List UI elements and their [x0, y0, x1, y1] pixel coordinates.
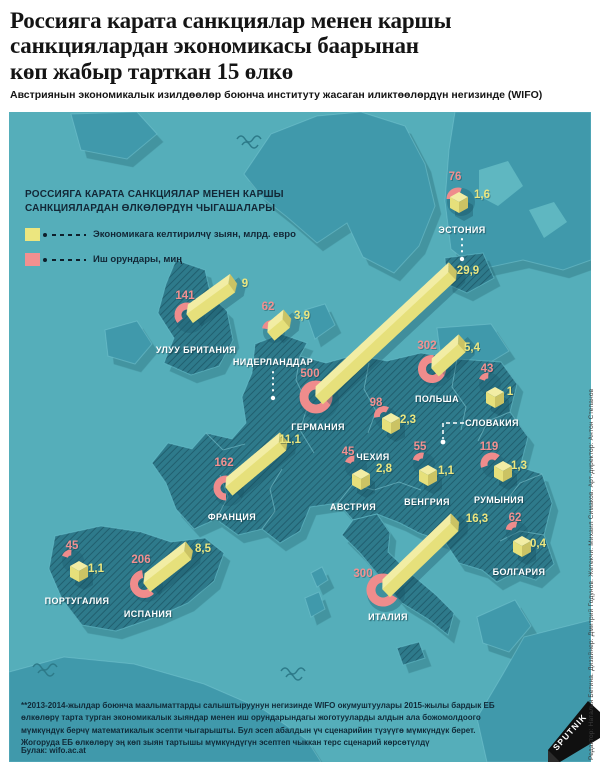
title-line-2: санкциялардан экономикасы баарынан: [10, 33, 419, 59]
germany-damage-bar: [315, 262, 457, 405]
spain-label: ИСПАНИЯ: [123, 609, 173, 619]
germany-jobs-value: 500: [300, 368, 320, 380]
czechia-label: ЧЕХИЯ: [356, 452, 390, 462]
germany-label: ГЕРМАНИЯ: [291, 422, 345, 432]
france-jobs-value: 162: [214, 457, 234, 469]
wave-decoration: [32, 135, 306, 681]
slovakia-damage-cube: [486, 387, 504, 408]
portugal-damage-cube: [70, 561, 88, 582]
legend-dot: [43, 257, 47, 262]
poland-damage-value: 5,4: [464, 342, 480, 354]
title-line-1: Россияга карата санкциялар менен каршы: [10, 8, 452, 33]
bulgaria-jobs-arc: [505, 521, 525, 541]
italy-damage-value: 16,3: [465, 513, 489, 525]
poland-label: ПОЛЬША: [415, 394, 459, 404]
portugal-label: ПОРТУГАЛИЯ: [44, 596, 110, 606]
land-lakes-highlight: [479, 161, 567, 238]
france-jobs-arc: [213, 475, 239, 501]
legend-dashes: [52, 258, 86, 261]
poland-jobs-value: 302: [417, 340, 437, 352]
austria-jobs-value: 45: [341, 446, 355, 458]
spain-damage-bar: [143, 541, 193, 592]
france-label: ФРАНЦИЯ: [207, 512, 257, 522]
estonia-label: ЭСТОНИЯ: [438, 225, 486, 235]
hungary-jobs-arc: [412, 452, 432, 472]
italy-damage-bar: [382, 513, 460, 598]
italy-label: ИТАЛИЯ: [368, 612, 408, 622]
bulgaria-damage-value: 0,4: [530, 538, 546, 550]
spain-damage-value: 8,5: [195, 543, 211, 555]
credits-text: Редактор: Наталья Бетина. Дизайнер: Дмит…: [588, 388, 595, 760]
slovakia-jobs-value: 43: [480, 363, 494, 375]
germany-damage-value: 29,9: [456, 265, 480, 277]
romania-label: РУМЫНИЯ: [473, 495, 525, 505]
uk-label: УЛУУ БРИТАНИЯ: [155, 345, 237, 355]
sputnik-logo-ribbon: SPUTNIK: [548, 701, 600, 762]
italy-jobs-value: 300: [353, 568, 373, 580]
estonia-damage-cube: [450, 192, 468, 213]
uk-jobs-value: 141: [175, 290, 195, 302]
footnote: **2013-2014-жылдар боюнча маалыматтарды …: [21, 701, 495, 748]
map-legend: РОССИЯГА КАРАТА САНКЦИЯЛАР МЕНЕН КАРШЫ С…: [25, 188, 296, 266]
france-damage-value: 11,1: [279, 434, 301, 446]
france-damage-bar: [225, 432, 288, 496]
legend-dashes: [52, 233, 86, 236]
netherlands-damage-bar: [267, 309, 292, 341]
source-label: Булак: wifo.ac.at: [21, 746, 86, 755]
netherlands-label: НИДЕРЛАНДДАР: [232, 357, 314, 367]
hungary-damage-value: 1,1: [438, 465, 454, 477]
label-pointers: [270, 238, 465, 445]
austria-damage-cube: [352, 469, 370, 490]
damage-swatch: [25, 228, 40, 241]
romania-jobs-arc: [480, 452, 504, 476]
uk-damage-bar: [186, 273, 238, 324]
czechia-damage-cube: [382, 413, 400, 434]
czechia-jobs-arc: [373, 406, 394, 426]
czechia-jobs-value: 98: [369, 397, 383, 409]
legend-item-jobs: Иш орундары, миң: [25, 253, 285, 266]
jobs-swatch: [25, 253, 40, 266]
legend-dot: [43, 232, 47, 237]
portugal-jobs-arc: [61, 549, 81, 569]
legend-item-damage: Экономикага келтирилчү зыян, млрд. евро: [25, 228, 296, 241]
estonia-damage-value: 1,6: [474, 189, 490, 201]
slovakia-label: СЛОВАКИЯ: [465, 418, 519, 428]
netherlands-jobs-value: 62: [261, 301, 275, 313]
bulgaria-jobs-value: 62: [508, 512, 522, 524]
portugal-jobs-value: 45: [65, 540, 79, 552]
romania-damage-cube: [494, 461, 512, 482]
page-subtitle: Австриянын экономикалык изилдөөлөр боюнч…: [10, 89, 543, 101]
austria-label: АВСТРИЯ: [329, 502, 377, 512]
europe-map: РОССИЯГА КАРАТА САНКЦИЯЛАР МЕНЕН КАРШЫ С…: [9, 112, 591, 762]
poland-damage-bar: [431, 334, 467, 377]
austria-jobs-arc: [344, 455, 364, 475]
slovakia-damage-value: 1: [506, 386, 514, 398]
netherlands-damage-value: 3,9: [294, 310, 310, 322]
map-canvas: [9, 112, 591, 762]
damage-cubes: [70, 192, 531, 582]
spain-jobs-value: 206: [131, 554, 151, 566]
estonia-jobs-value: 76: [448, 171, 462, 183]
legend-damage-label: Экономикага келтирилчү зыян, млрд. евро: [93, 229, 296, 240]
page-title: Россияга карата санкциялар менен каршы с…: [10, 8, 590, 84]
bulgaria-label: БОЛГАРИЯ: [492, 567, 546, 577]
bulgaria-damage-cube: [513, 536, 531, 557]
title-line-3: көп жабыр тарткан 15 өлкө: [10, 58, 294, 84]
romania-jobs-value: 119: [479, 441, 499, 453]
slovakia-jobs-arc: [478, 372, 498, 392]
legend-jobs-label: Иш орундары, миң: [93, 254, 183, 265]
hungary-jobs-value: 55: [413, 441, 427, 453]
hungary-label: ВЕНГРИЯ: [404, 497, 450, 507]
portugal-damage-value: 1,1: [88, 563, 104, 575]
legend-title-line-1: РОССИЯГА КАРАТА САНКЦИЯЛАР МЕНЕН КАРШЫ: [25, 189, 284, 200]
uk-damage-value: 9: [241, 278, 249, 290]
hungary-damage-cube: [419, 465, 437, 486]
czechia-damage-value: 2,3: [400, 414, 416, 426]
legend-title-line-2: САНКЦИЯЛАРДАН ӨЛКӨЛӨРДҮН ЧЫГАШАЛАРЫ: [25, 203, 276, 214]
sputnik-logo: SPUTNIK: [546, 692, 600, 762]
austria-damage-value: 2,8: [376, 463, 392, 475]
damage-bars: [143, 262, 467, 598]
romania-damage-value: 1,3: [511, 460, 527, 472]
